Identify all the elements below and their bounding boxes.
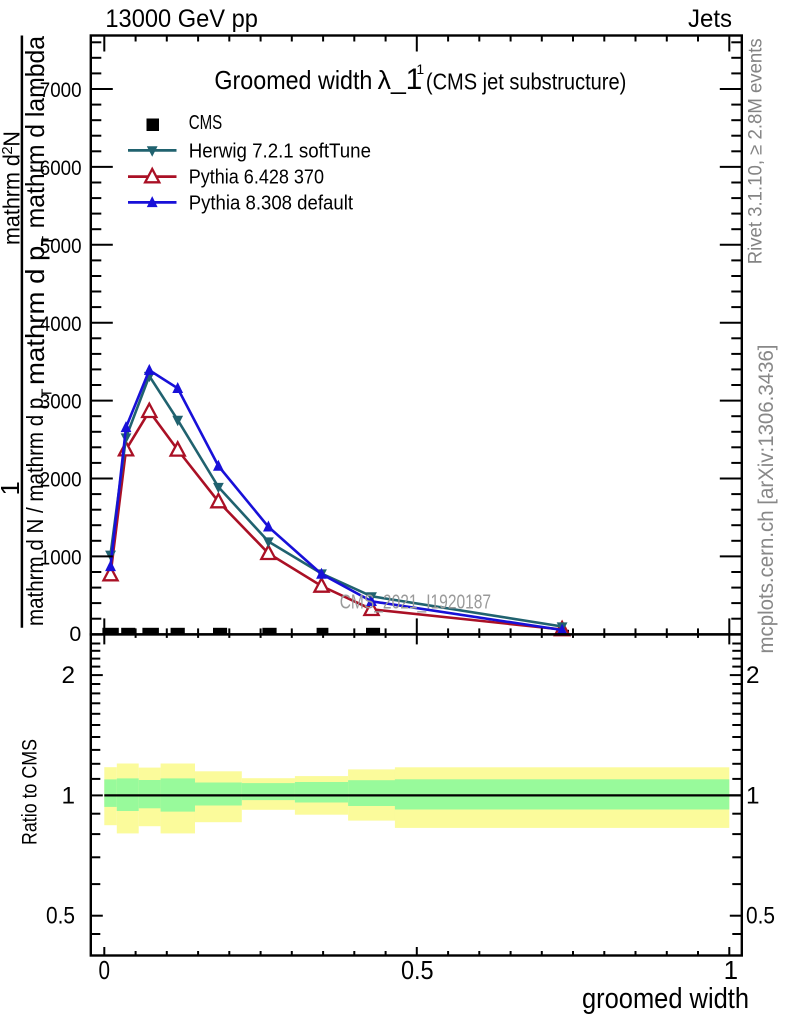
svg-text:13000 GeV pp: 13000 GeV pp (105, 5, 258, 33)
svg-text:2000: 2000 (40, 468, 82, 492)
svg-text:mathrm d lambda: mathrm d lambda (20, 35, 50, 235)
svg-text:Ratio to CMS: Ratio to CMS (19, 739, 42, 845)
svg-text:Groomed width: Groomed width (214, 67, 372, 95)
svg-text:mathrm d: mathrm d (0, 154, 25, 245)
svg-text:CMS: CMS (189, 111, 223, 134)
svg-text:1: 1 (406, 63, 423, 96)
svg-text:T: T (40, 236, 57, 246)
svg-text:Rivet 3.1.10, ≥ 2.8M events: Rivet 3.1.10, ≥ 2.8M events (746, 38, 767, 264)
svg-text:0.5: 0.5 (46, 903, 75, 930)
svg-text:mcplots.cern.ch [arXiv:1306.34: mcplots.cern.ch [arXiv:1306.3436] (755, 345, 778, 654)
svg-text:CMS_2021_I1920187: CMS_2021_I1920187 (340, 591, 491, 614)
svg-text:1: 1 (746, 782, 760, 809)
svg-text:(CMS jet substructure): (CMS jet substructure) (426, 68, 626, 94)
svg-text:N: N (0, 131, 25, 147)
svg-text:T: T (39, 389, 56, 398)
svg-text:0.5: 0.5 (401, 955, 434, 985)
svg-text:mathrm d p: mathrm d p (20, 246, 50, 385)
svg-text:7000: 7000 (40, 78, 82, 102)
svg-text:5000: 5000 (40, 234, 82, 258)
svg-text:groomed width: groomed width (582, 983, 749, 1015)
svg-text:Pythia 6.428 370: Pythia 6.428 370 (189, 165, 324, 188)
svg-text:λ_: λ_ (378, 67, 407, 95)
svg-text:1: 1 (0, 481, 25, 495)
svg-text:mathrm d N / mathrm d p: mathrm d N / mathrm d p (22, 398, 48, 626)
svg-text:Jets: Jets (688, 5, 732, 33)
svg-text:0.5: 0.5 (746, 903, 775, 930)
svg-text:0: 0 (99, 955, 111, 985)
svg-text:4000: 4000 (40, 312, 82, 336)
svg-text:Pythia 8.308 default: Pythia 8.308 default (189, 191, 354, 214)
svg-text:6000: 6000 (40, 156, 82, 180)
svg-text:1: 1 (61, 782, 75, 809)
svg-text:2: 2 (0, 146, 16, 154)
svg-text:1: 1 (724, 955, 738, 985)
svg-text:2: 2 (61, 662, 75, 689)
svg-text:0: 0 (69, 622, 81, 646)
svg-text:2: 2 (746, 662, 760, 689)
svg-text:1: 1 (416, 61, 424, 77)
svg-text:1000: 1000 (40, 546, 82, 570)
svg-text:3000: 3000 (40, 390, 82, 414)
svg-text:Herwig 7.2.1 softTune: Herwig 7.2.1 softTune (189, 139, 371, 162)
